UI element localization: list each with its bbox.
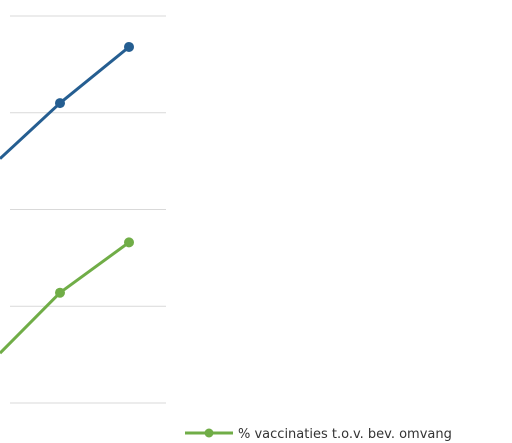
legend-label: % vaccinaties t.o.v. bev. omvang: [238, 427, 452, 442]
data-point-2-3: [124, 237, 134, 248]
data-point-1-2: [55, 98, 65, 109]
series-layer: [0, 41, 134, 355]
series-line-1: [0, 45, 130, 160]
data-point-2-2: [55, 287, 65, 298]
legend: % vaccinaties t.o.v. bev. omvang: [185, 427, 452, 442]
gridlines: [10, 15, 166, 404]
series-line-2: [0, 241, 130, 355]
legend-marker: [204, 428, 214, 438]
data-point-1-3: [124, 41, 134, 52]
